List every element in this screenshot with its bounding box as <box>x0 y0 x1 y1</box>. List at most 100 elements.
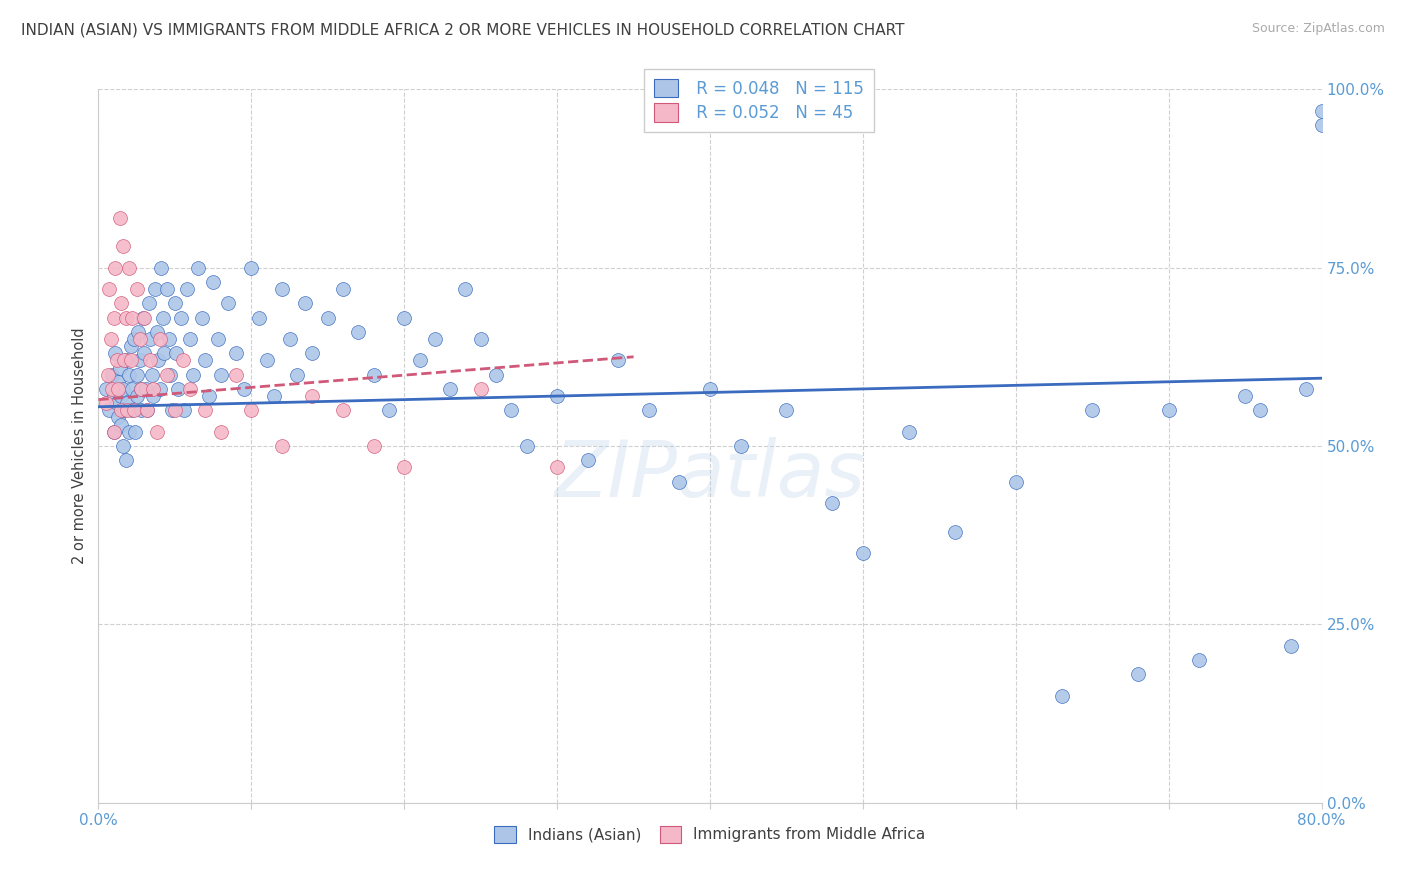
Point <box>1234 389 1257 403</box>
Point <box>699 382 721 396</box>
Point <box>775 403 797 417</box>
Point <box>191 310 214 325</box>
Point <box>316 310 339 325</box>
Point <box>852 546 875 560</box>
Point <box>240 403 263 417</box>
Point <box>120 353 142 368</box>
Point <box>145 325 167 339</box>
Point <box>129 382 152 396</box>
Point <box>134 346 156 360</box>
Point <box>103 425 125 439</box>
Point <box>139 332 162 346</box>
Point <box>124 425 146 439</box>
Point <box>278 332 301 346</box>
Point <box>170 310 193 325</box>
Point <box>516 439 538 453</box>
Point <box>165 346 187 360</box>
Point <box>470 332 492 346</box>
Point <box>152 310 174 325</box>
Point <box>454 282 477 296</box>
Point <box>107 375 129 389</box>
Point <box>378 403 401 417</box>
Point <box>408 353 430 368</box>
Point <box>153 346 176 360</box>
Point <box>181 368 204 382</box>
Point <box>115 453 138 467</box>
Point <box>98 282 121 296</box>
Point <box>247 310 270 325</box>
Point <box>1188 653 1211 667</box>
Point <box>392 460 416 475</box>
Point <box>730 439 752 453</box>
Point <box>141 368 163 382</box>
Point <box>142 382 165 396</box>
Point <box>1081 403 1104 417</box>
Point <box>1279 639 1302 653</box>
Point <box>121 310 143 325</box>
Point <box>332 282 354 296</box>
Point <box>118 425 141 439</box>
Point <box>149 382 172 396</box>
Point <box>423 332 446 346</box>
Point <box>104 260 127 275</box>
Point <box>176 282 198 296</box>
Point <box>546 389 568 403</box>
Point <box>1295 382 1317 396</box>
Point <box>118 368 141 382</box>
Point <box>209 368 232 382</box>
Point <box>347 325 370 339</box>
Point <box>197 389 219 403</box>
Point <box>470 382 492 396</box>
Point <box>128 332 150 346</box>
Point <box>256 353 278 368</box>
Point <box>115 310 138 325</box>
Point <box>943 524 966 539</box>
Point <box>187 260 209 275</box>
Point <box>94 396 117 410</box>
Point <box>129 403 152 417</box>
Point <box>1249 403 1271 417</box>
Point <box>301 346 323 360</box>
Point <box>101 368 124 382</box>
Point <box>101 382 124 396</box>
Point <box>150 260 173 275</box>
Point <box>103 310 125 325</box>
Point <box>363 368 385 382</box>
Point <box>125 389 148 403</box>
Point <box>107 382 129 396</box>
Point <box>263 389 285 403</box>
Point <box>202 275 225 289</box>
Point <box>105 396 128 410</box>
Text: INDIAN (ASIAN) VS IMMIGRANTS FROM MIDDLE AFRICA 2 OR MORE VEHICLES IN HOUSEHOLD : INDIAN (ASIAN) VS IMMIGRANTS FROM MIDDLE… <box>21 22 904 37</box>
Point <box>103 389 125 403</box>
Point <box>107 410 129 425</box>
Point <box>1157 403 1180 417</box>
Point <box>163 403 186 417</box>
Point <box>1310 118 1333 132</box>
Text: ZIPatlas: ZIPatlas <box>554 436 866 513</box>
Point <box>125 282 148 296</box>
Point <box>1310 103 1333 118</box>
Point <box>576 453 599 467</box>
Point <box>607 353 630 368</box>
Point <box>132 310 155 325</box>
Point <box>94 382 117 396</box>
Point <box>117 403 139 417</box>
Point <box>485 368 508 382</box>
Point <box>110 296 132 310</box>
Point <box>159 368 181 382</box>
Point <box>121 382 143 396</box>
Point <box>332 403 354 417</box>
Point <box>392 310 416 325</box>
Point <box>232 382 254 396</box>
Point <box>120 339 142 353</box>
Point <box>149 332 172 346</box>
Point <box>163 296 186 310</box>
Point <box>821 496 844 510</box>
Point <box>128 353 150 368</box>
Point <box>112 353 135 368</box>
Point <box>156 282 179 296</box>
Point <box>111 239 134 253</box>
Point <box>112 403 135 417</box>
Point <box>110 389 132 403</box>
